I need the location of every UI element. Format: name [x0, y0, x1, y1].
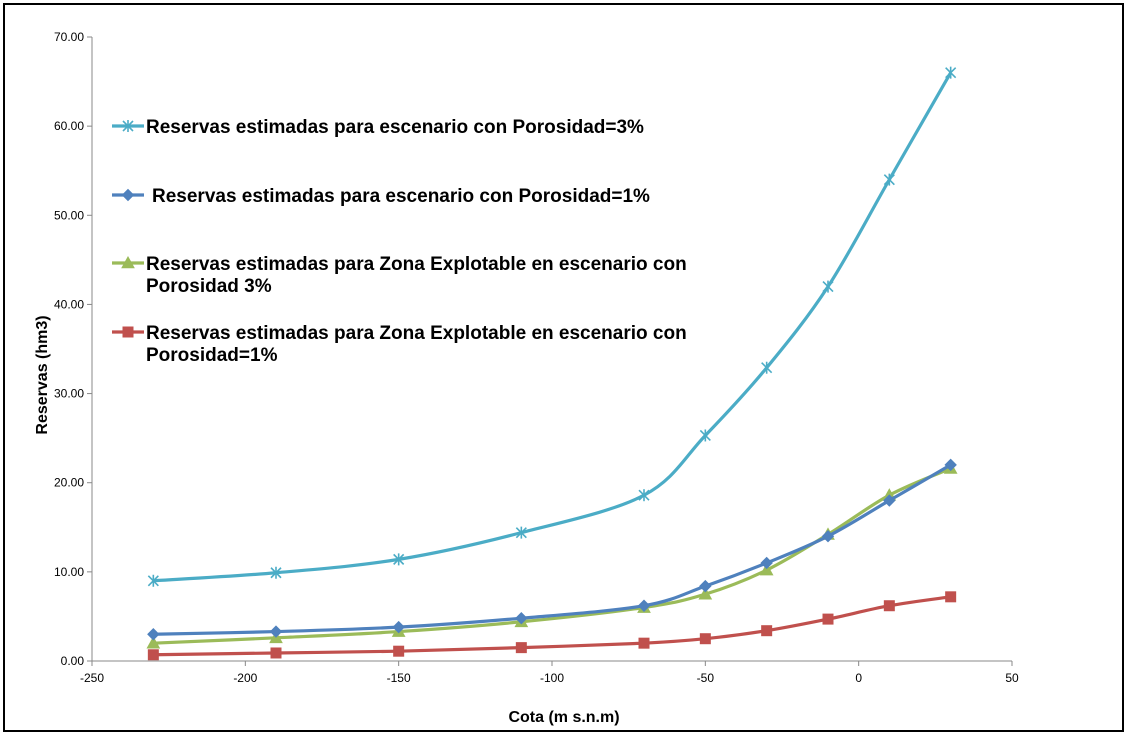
data-point: [760, 556, 773, 570]
data-point: [146, 636, 161, 649]
x-tick-label: -100: [540, 671, 564, 685]
data-point: [699, 633, 711, 645]
legend-swatch-marker: [122, 120, 134, 132]
data-point: [393, 553, 405, 566]
legend-entry-2: Reservas estimadas para Zona Explotable …: [112, 254, 687, 297]
x-tick-label: 50: [1005, 671, 1019, 685]
data-point: [515, 612, 528, 625]
y-tick-label: 40.00: [54, 297, 84, 311]
axes: 0.00 10.00 20.00 30.00 40.00 50.00 60.00 70.00 -…: [54, 30, 1019, 685]
y-tick-label: 60.00: [54, 119, 84, 133]
legend-entry-1: Reservas estimadas para escenario con Po…: [112, 186, 650, 207]
chart-frame: [3, 3, 1124, 732]
series-line-1: [153, 463, 952, 636]
x-tick-label: -250: [80, 671, 104, 685]
data-point: [698, 587, 713, 600]
data-point: [147, 649, 159, 661]
series-2: [146, 461, 958, 649]
data-point: [638, 637, 650, 649]
legend: Reservas estimadas para escenario con Po…: [112, 117, 687, 366]
data-point: [637, 599, 651, 612]
x-tick-label: -50: [697, 671, 715, 685]
data-point: [638, 489, 650, 502]
data-point: [392, 620, 405, 634]
legend-entry-0: Reservas estimadas para escenario con Po…: [112, 117, 644, 138]
legend-label: Reservas estimadas para escenario con Po…: [146, 117, 644, 138]
series-3: [147, 591, 957, 661]
data-point: [883, 494, 896, 507]
x-tick-label: -200: [233, 671, 257, 685]
x-axis-title: Cota (m s.n.m): [508, 709, 619, 726]
legend-swatch-marker: [121, 188, 135, 202]
data-point: [821, 529, 835, 543]
data-point: [515, 642, 527, 654]
series-0: [147, 66, 957, 587]
y-tick-label: 70.00: [54, 30, 84, 44]
legend-label: Reservas estimadas para Zona Explotable …: [146, 254, 687, 275]
data-point: [515, 526, 527, 539]
data-point: [822, 613, 834, 625]
x-tick-label: 0: [855, 671, 862, 685]
data-point: [147, 628, 160, 641]
y-tick-label: 10.00: [54, 565, 84, 579]
data-point: [944, 458, 957, 472]
series-line-3: [153, 595, 951, 657]
data-point: [761, 361, 773, 374]
legend-swatch-marker: [122, 326, 134, 338]
legend-label: Porosidad=1%: [146, 345, 278, 366]
series-line-0: [153, 71, 953, 583]
y-tick-label: 30.00: [54, 387, 84, 401]
data-point: [883, 600, 895, 612]
y-tick-label: 0.00: [61, 654, 85, 668]
data-point: [761, 625, 773, 637]
data-point: [699, 579, 712, 593]
series-1: [147, 458, 957, 641]
y-tick-label: 50.00: [54, 208, 84, 222]
data-point: [883, 173, 895, 186]
data-point: [270, 566, 282, 579]
series-layer: [146, 66, 958, 661]
legend-swatch-marker: [121, 255, 135, 269]
data-point: [269, 625, 283, 638]
x-tick-label: -150: [387, 671, 411, 685]
data-point: [759, 563, 774, 576]
data-point: [945, 66, 957, 79]
legend-label: Reservas estimadas para Zona Explotable …: [146, 323, 687, 344]
legend-label: Porosidad 3%: [146, 276, 272, 297]
data-point: [147, 574, 159, 587]
y-axis-title: Reservas (hm3): [34, 315, 51, 434]
y-tick-label: 20.00: [54, 476, 84, 490]
data-point: [822, 280, 834, 293]
legend-label: Reservas estimadas para escenario con Po…: [152, 186, 650, 207]
data-point: [393, 645, 405, 657]
data-point: [699, 429, 711, 442]
legend-entry-3: Reservas estimadas para Zona Explotable …: [112, 323, 687, 366]
data-point: [945, 591, 957, 603]
data-point: [270, 647, 282, 659]
